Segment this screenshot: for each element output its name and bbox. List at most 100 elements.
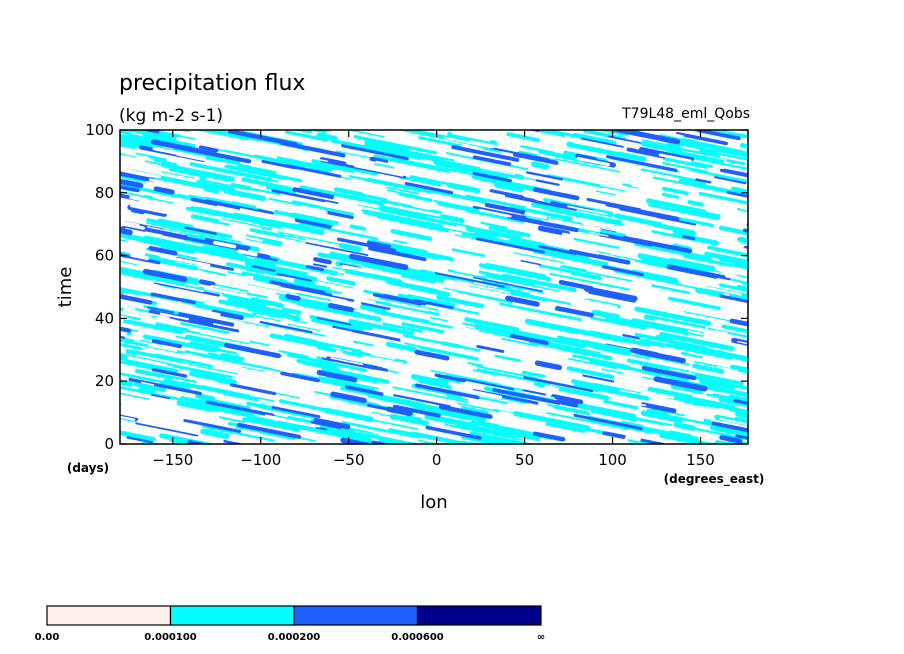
streak-light — [376, 124, 390, 127]
streak-medium — [434, 272, 505, 288]
streak-light — [208, 179, 257, 192]
streak-light — [296, 358, 340, 371]
colorbar: 0.00 0.000100 0.000200 0.000600 ∞ — [35, 605, 545, 643]
streak-light — [728, 293, 748, 300]
streak-gap — [324, 201, 349, 210]
streak-light — [446, 110, 493, 119]
streak-light — [297, 449, 314, 452]
streak-light — [61, 440, 86, 445]
streak-gap — [727, 138, 748, 144]
streak-gap — [763, 174, 813, 184]
streak-gap — [120, 331, 128, 336]
streak-light — [323, 407, 374, 423]
streak-medium — [606, 155, 678, 172]
streak-light — [66, 353, 80, 356]
streak-gap — [120, 257, 150, 267]
y-axis-label: time — [55, 267, 76, 308]
streak-light — [418, 106, 435, 109]
streak-light — [642, 372, 662, 377]
streak-medium — [760, 198, 806, 207]
streak-light — [676, 351, 704, 359]
streak-light — [281, 307, 302, 314]
streak-medium — [784, 183, 847, 196]
streak-gap — [640, 250, 682, 260]
streak-light — [484, 105, 510, 110]
streak-gap — [684, 414, 705, 422]
streak-medium — [120, 413, 139, 422]
streak-light — [120, 314, 141, 321]
streak-medium — [752, 250, 794, 258]
streak-gap — [573, 140, 620, 152]
streak-medium — [142, 268, 188, 283]
streak-medium — [393, 394, 451, 408]
streak-medium — [523, 376, 594, 393]
streak-gap — [120, 304, 136, 311]
streak-light — [126, 133, 151, 141]
streak-light — [675, 178, 741, 194]
streak-light — [398, 175, 442, 187]
streak-gap — [185, 282, 199, 288]
streak-medium — [516, 106, 537, 110]
streak-light — [221, 218, 258, 228]
streak-light — [287, 323, 321, 332]
y-tick-label: 0 — [104, 435, 114, 453]
streak-light — [450, 447, 478, 453]
streak-light — [225, 429, 275, 442]
streak-gap — [273, 150, 329, 163]
streak-light — [728, 130, 748, 139]
streak-medium — [554, 106, 613, 118]
streak-light — [436, 273, 459, 281]
streak-light — [778, 413, 835, 424]
streak-light — [460, 434, 513, 444]
colorbar-label: ∞ — [537, 632, 545, 643]
streak-light — [776, 136, 847, 150]
streak-gap — [630, 401, 647, 407]
streak-medium — [438, 404, 493, 419]
streak-light — [647, 386, 694, 401]
streak-gap — [232, 366, 290, 381]
streak-gap — [383, 202, 441, 217]
streak-light — [533, 250, 617, 270]
streak-medium — [769, 329, 790, 333]
streak-light — [326, 276, 356, 286]
streak-light — [731, 278, 748, 286]
streak-light — [189, 341, 220, 351]
streak-medium — [640, 402, 677, 414]
streak-light — [457, 450, 475, 454]
streak-light — [482, 147, 502, 153]
streak-light — [50, 380, 94, 389]
streak-medium — [755, 449, 774, 453]
streak-medium — [345, 164, 407, 179]
streak-medium — [198, 145, 219, 153]
streak-medium — [269, 280, 326, 295]
streak-light — [726, 159, 745, 166]
streak-gap — [540, 350, 589, 362]
streak-medium — [120, 178, 144, 189]
streak-light — [683, 416, 711, 426]
colorbar-segment — [46, 605, 172, 626]
streak-gap — [122, 307, 153, 317]
streak-gap — [216, 205, 239, 212]
streak-light — [447, 131, 498, 147]
streak-light — [45, 389, 102, 400]
streak-light — [486, 229, 546, 246]
streak-gap — [135, 354, 189, 366]
streak-light — [406, 415, 423, 421]
streak-light — [556, 335, 632, 355]
streak-light — [223, 158, 241, 165]
streak-light — [787, 109, 808, 113]
streak-medium — [461, 377, 514, 391]
streak-light — [410, 431, 476, 444]
streak-light — [175, 361, 238, 375]
streak-light — [590, 316, 647, 330]
streak-gap — [159, 254, 211, 268]
streak-gap — [362, 190, 410, 203]
streak-medium — [153, 186, 175, 195]
streak-gap — [120, 149, 132, 155]
streak-medium — [520, 259, 542, 266]
streak-light — [769, 191, 832, 204]
streak-light — [120, 379, 134, 387]
streak-medium — [472, 205, 527, 219]
streak-medium — [120, 227, 133, 236]
streak-gap — [684, 123, 698, 126]
